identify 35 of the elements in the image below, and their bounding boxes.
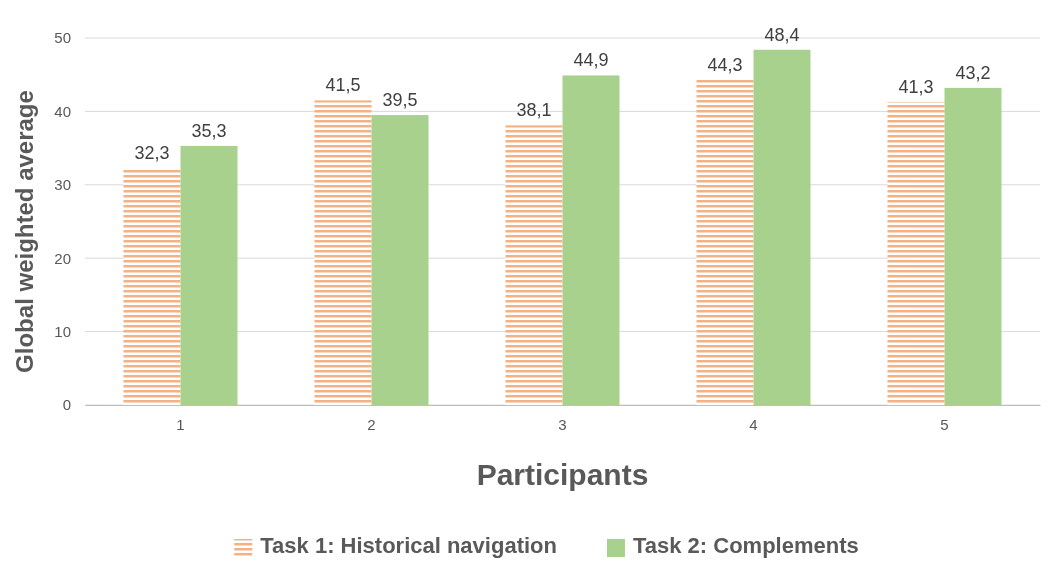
data-label: 35,3 <box>191 120 227 141</box>
y-tick-label: 0 <box>62 396 71 414</box>
x-tick-label: 5 <box>940 415 949 433</box>
data-label: 39,5 <box>382 90 418 111</box>
y-tick-label: 10 <box>54 322 71 340</box>
x-tick-label: 3 <box>558 415 567 433</box>
legend-label: Task 1: Historical navigation <box>260 533 557 558</box>
bar <box>505 125 563 405</box>
data-label: 38,1 <box>516 100 552 121</box>
bar <box>944 87 1002 405</box>
bar <box>562 75 620 405</box>
y-axis-title: Global weighted average <box>11 90 38 373</box>
x-tick-label: 4 <box>749 415 758 433</box>
bar <box>887 101 945 405</box>
x-axis-title: Participants <box>476 458 649 491</box>
y-tick-label: 30 <box>54 176 71 194</box>
bar <box>696 79 754 405</box>
data-label: 48,4 <box>764 24 800 45</box>
data-label: 44,3 <box>707 54 743 75</box>
y-tick-label: 40 <box>54 102 71 120</box>
legend-label: Task 2: Complements <box>632 533 859 558</box>
data-label: 44,9 <box>573 50 609 71</box>
data-label: 41,3 <box>898 76 934 97</box>
y-tick-label: 20 <box>54 249 71 267</box>
bar <box>371 115 429 405</box>
data-label: 41,5 <box>325 75 361 96</box>
x-tick-label: 1 <box>176 415 185 433</box>
data-label: 43,2 <box>955 62 991 83</box>
bar <box>123 167 181 405</box>
bar <box>180 145 238 405</box>
bar <box>753 49 811 405</box>
bar <box>314 100 372 405</box>
y-tick-label: 50 <box>54 29 71 47</box>
x-tick-label: 2 <box>367 415 376 433</box>
data-label: 32,3 <box>134 142 170 163</box>
